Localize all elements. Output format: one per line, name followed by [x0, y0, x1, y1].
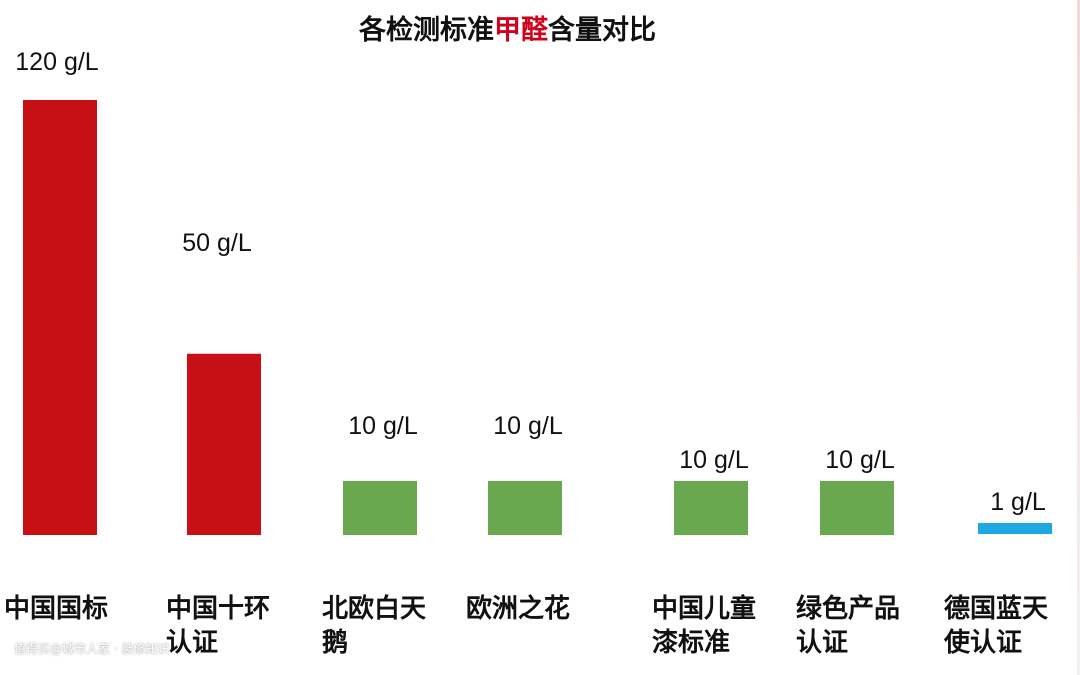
bar-3: [343, 481, 417, 535]
data-label-2: 50 g/L: [182, 229, 252, 257]
data-label-7: 1 g/L: [990, 488, 1046, 516]
title-part-2: 含量对比: [548, 15, 656, 46]
category-label-1-line-1: 中国国标: [4, 594, 108, 624]
category-label-3-line-2: 鹅: [322, 627, 348, 658]
category-label-5-line-1: 中国儿童: [652, 593, 756, 624]
category-label-2-line-1: 中国十环: [166, 594, 270, 624]
data-label-3: 10 g/L: [348, 412, 418, 440]
title-part-1: 各检测标准: [359, 15, 494, 46]
data-label-4: 10 g/L: [493, 412, 563, 440]
title-highlight: 甲醛: [494, 15, 548, 46]
category-label-7-line-1: 德国蓝天: [944, 594, 1048, 624]
data-label-5: 10 g/L: [679, 446, 749, 474]
category-label-6-line-2: 认证: [796, 628, 848, 658]
data-label-6: 10 g/L: [825, 446, 895, 474]
category-label-3-line-1: 北欧白天: [322, 593, 426, 624]
category-label-2-line-2: 认证: [166, 628, 218, 658]
bar-4: [488, 481, 562, 535]
category-label-7-line-2: 使认证: [943, 628, 1022, 658]
watermark: 值得买@城市人家 · 装修知识: [14, 642, 170, 656]
data-label-1: 120 g/L: [15, 48, 99, 76]
category-label-5-line-2: 漆标准: [652, 628, 730, 658]
category-label-6-line-1: 绿色产品: [796, 593, 900, 624]
right-edge-strip: [1077, 0, 1080, 675]
bar-6: [820, 481, 894, 535]
bar-5: [674, 481, 748, 535]
bar-7: [978, 523, 1052, 534]
bar-1: [23, 100, 97, 535]
bar-2: [187, 353, 261, 535]
category-label-4-line-1: 欧洲之花: [466, 593, 570, 624]
chart-title: 各检测标准甲醛含量对比: [0, 8, 1015, 47]
